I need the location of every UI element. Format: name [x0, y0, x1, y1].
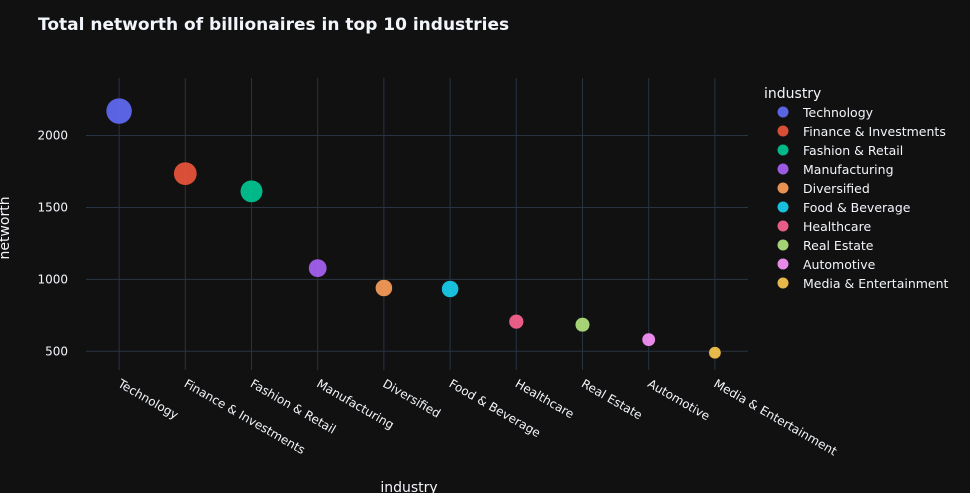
legend-item-manufacturing[interactable]: Manufacturing — [777, 162, 894, 177]
legend-item-technology[interactable]: Technology — [777, 105, 874, 120]
legend-item-healthcare[interactable]: Healthcare — [777, 219, 872, 234]
legend-label: Real Estate — [803, 238, 874, 253]
point-manufacturing[interactable] — [308, 258, 328, 278]
legend-marker — [777, 220, 789, 232]
x-tick-label: Healthcare — [513, 376, 577, 421]
point-healthcare[interactable] — [508, 314, 524, 330]
x-tick-label: Real Estate — [579, 376, 645, 422]
legend-label: Food & Beverage — [803, 200, 911, 215]
x-tick-label: Diversified — [380, 376, 443, 420]
legend-label: Manufacturing — [803, 162, 894, 177]
legend-item-food-beverage[interactable]: Food & Beverage — [777, 200, 911, 215]
legend-marker — [777, 106, 789, 118]
legend-label: Automotive — [803, 257, 876, 272]
y-tick-label: 500 — [45, 344, 68, 358]
legend-item-diversified[interactable]: Diversified — [777, 181, 870, 196]
legend[interactable]: industry Technology Finance & Investments… — [764, 86, 949, 291]
legend-item-finance-investments[interactable]: Finance & Investments — [777, 124, 946, 139]
x-tick-label: Technology — [115, 376, 181, 422]
point-automotive[interactable] — [641, 332, 656, 347]
y-axis-ticks: 500 1000 1500 2000 — [37, 129, 68, 359]
legend-label: Media & Entertainment — [803, 276, 949, 291]
x-tick-label: Finance & Investments — [182, 376, 308, 457]
legend-label: Finance & Investments — [803, 124, 946, 139]
legend-marker — [777, 144, 789, 156]
legend-marker — [777, 182, 789, 194]
legend-item-fashion-retail[interactable]: Fashion & Retail — [777, 143, 904, 158]
legend-title: industry — [764, 86, 821, 102]
chart-title: Total networth of billionaires in top 10… — [38, 15, 509, 35]
legend-marker — [777, 277, 789, 289]
legend-marker — [777, 258, 789, 270]
y-tick-label: 2000 — [37, 129, 68, 143]
point-real-estate[interactable] — [574, 317, 591, 333]
point-finance-investments[interactable] — [173, 161, 198, 186]
point-fashion-retail[interactable] — [240, 179, 263, 203]
legend-marker — [777, 201, 789, 213]
x-tick-label: Media & Entertainment — [711, 376, 839, 458]
legend-marker — [777, 163, 789, 175]
y-tick-label: 1500 — [37, 200, 68, 214]
legend-item-real-estate[interactable]: Real Estate — [777, 238, 874, 253]
legend-item-automotive[interactable]: Automotive — [777, 257, 876, 272]
legend-item-media-entertainment[interactable]: Media & Entertainment — [777, 276, 949, 291]
x-axis-title: industry — [380, 480, 437, 493]
point-food-beverage[interactable] — [441, 280, 459, 298]
legend-marker — [777, 239, 789, 251]
legend-label: Healthcare — [803, 219, 871, 234]
y-tick-label: 1000 — [37, 272, 68, 286]
legend-label: Fashion & Retail — [803, 143, 903, 158]
legend-label: Diversified — [803, 181, 870, 196]
legend-items: Technology Finance & Investments Fashion &… — [777, 105, 949, 291]
y-axis-title: networth — [0, 196, 13, 259]
legend-marker — [777, 125, 789, 137]
point-media-entertainment[interactable] — [708, 346, 722, 360]
point-technology[interactable] — [105, 97, 133, 125]
point-diversified[interactable] — [375, 279, 393, 297]
x-tick-label: Automotive — [645, 376, 712, 423]
marks-layer — [105, 97, 722, 360]
grid-layer — [86, 78, 748, 370]
legend-label: Technology — [802, 105, 874, 120]
